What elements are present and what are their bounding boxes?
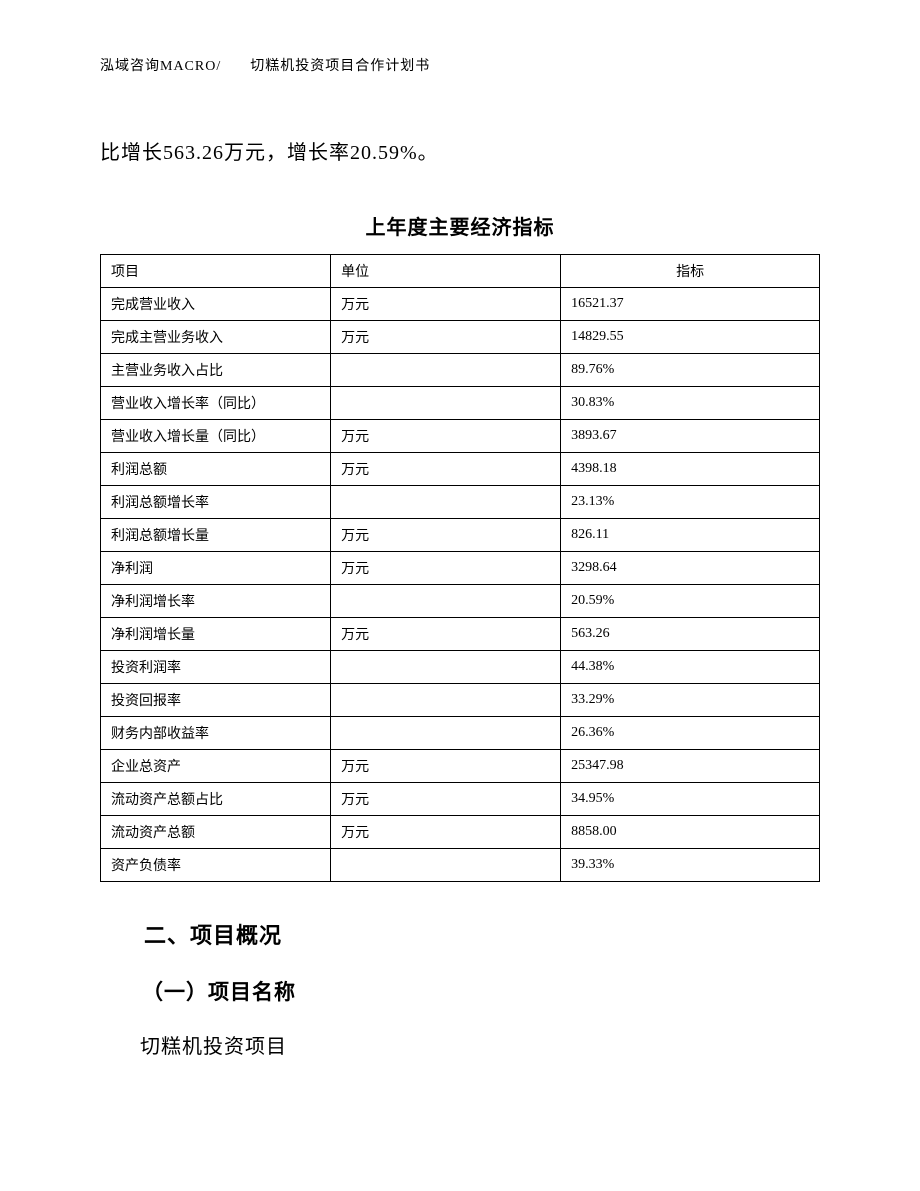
header-left: 泓域咨询MACRO/ — [100, 59, 221, 74]
table-row: 净利润增长量万元563.26 — [101, 618, 820, 651]
cell-item: 利润总额增长率 — [101, 486, 331, 519]
section-heading-2: 二、项目概况 — [100, 918, 820, 950]
table-row: 营业收入增长量（同比）万元3893.67 — [101, 420, 820, 453]
cell-unit — [331, 651, 561, 684]
cell-unit — [331, 486, 561, 519]
table-row: 利润总额增长率 23.13% — [101, 486, 820, 519]
header-right: 切糕机投资项目合作计划书 — [250, 59, 430, 74]
cell-unit: 万元 — [331, 783, 561, 816]
cell-item: 净利润增长率 — [101, 585, 331, 618]
cell-item: 企业总资产 — [101, 750, 331, 783]
cell-item: 净利润增长量 — [101, 618, 331, 651]
cell-value: 25347.98 — [561, 750, 820, 783]
cell-item: 完成主营业务收入 — [101, 321, 331, 354]
cell-value: 44.38% — [561, 651, 820, 684]
economic-indicators-table: 项目 单位 指标 完成营业收入万元16521.37完成主营业务收入万元14829… — [100, 254, 820, 882]
cell-item: 流动资产总额占比 — [101, 783, 331, 816]
cell-unit: 万元 — [331, 750, 561, 783]
cell-value: 34.95% — [561, 783, 820, 816]
cell-item: 营业收入增长量（同比） — [101, 420, 331, 453]
cell-value: 20.59% — [561, 585, 820, 618]
table-row: 流动资产总额万元8858.00 — [101, 816, 820, 849]
cell-unit: 万元 — [331, 453, 561, 486]
table-row: 净利润万元3298.64 — [101, 552, 820, 585]
cell-item: 投资利润率 — [101, 651, 331, 684]
cell-item: 完成营业收入 — [101, 288, 331, 321]
cell-unit: 万元 — [331, 288, 561, 321]
page-header: 泓域咨询MACRO/ 切糕机投资项目合作计划书 — [100, 55, 430, 75]
cell-unit: 万元 — [331, 618, 561, 651]
cell-item: 流动资产总额 — [101, 816, 331, 849]
table-body: 完成营业收入万元16521.37完成主营业务收入万元14829.55主营业务收入… — [101, 288, 820, 882]
col-header-item: 项目 — [101, 255, 331, 288]
cell-item: 财务内部收益率 — [101, 717, 331, 750]
cell-item: 净利润 — [101, 552, 331, 585]
cell-value: 26.36% — [561, 717, 820, 750]
cell-item: 利润总额增长量 — [101, 519, 331, 552]
table-row: 投资利润率 44.38% — [101, 651, 820, 684]
cell-unit: 万元 — [331, 519, 561, 552]
intro-paragraph: 比增长563.26万元，增长率20.59%。 — [100, 135, 820, 171]
cell-item: 资产负债率 — [101, 849, 331, 882]
table-title: 上年度主要经济指标 — [100, 211, 820, 240]
cell-value: 16521.37 — [561, 288, 820, 321]
cell-unit: 万元 — [331, 552, 561, 585]
table-row: 完成主营业务收入万元14829.55 — [101, 321, 820, 354]
table-row: 完成营业收入万元16521.37 — [101, 288, 820, 321]
table-row: 利润总额增长量万元826.11 — [101, 519, 820, 552]
cell-item: 利润总额 — [101, 453, 331, 486]
cell-unit — [331, 354, 561, 387]
cell-value: 3298.64 — [561, 552, 820, 585]
cell-unit — [331, 585, 561, 618]
table-row: 资产负债率 39.33% — [101, 849, 820, 882]
cell-value: 33.29% — [561, 684, 820, 717]
cell-unit — [331, 684, 561, 717]
cell-value: 89.76% — [561, 354, 820, 387]
cell-value: 8858.00 — [561, 816, 820, 849]
cell-value: 563.26 — [561, 618, 820, 651]
cell-unit — [331, 387, 561, 420]
cell-unit — [331, 849, 561, 882]
cell-unit: 万元 — [331, 321, 561, 354]
cell-item: 投资回报率 — [101, 684, 331, 717]
table-row: 主营业务收入占比 89.76% — [101, 354, 820, 387]
cell-unit: 万元 — [331, 816, 561, 849]
table-row: 财务内部收益率 26.36% — [101, 717, 820, 750]
cell-item: 主营业务收入占比 — [101, 354, 331, 387]
cell-value: 4398.18 — [561, 453, 820, 486]
table-row: 营业收入增长率（同比） 30.83% — [101, 387, 820, 420]
cell-value: 14829.55 — [561, 321, 820, 354]
table-header-row: 项目 单位 指标 — [101, 255, 820, 288]
col-header-unit: 单位 — [331, 255, 561, 288]
table-row: 流动资产总额占比万元34.95% — [101, 783, 820, 816]
cell-unit: 万元 — [331, 420, 561, 453]
cell-value: 23.13% — [561, 486, 820, 519]
sub-heading-1: （一）项目名称 — [100, 976, 820, 1006]
cell-item: 营业收入增长率（同比） — [101, 387, 331, 420]
table-row: 利润总额万元4398.18 — [101, 453, 820, 486]
cell-value: 30.83% — [561, 387, 820, 420]
table-row: 投资回报率 33.29% — [101, 684, 820, 717]
cell-value: 3893.67 — [561, 420, 820, 453]
table-row: 净利润增长率 20.59% — [101, 585, 820, 618]
col-header-value: 指标 — [561, 255, 820, 288]
project-name-text: 切糕机投资项目 — [100, 1028, 820, 1066]
cell-value: 39.33% — [561, 849, 820, 882]
table-row: 企业总资产万元25347.98 — [101, 750, 820, 783]
cell-value: 826.11 — [561, 519, 820, 552]
cell-unit — [331, 717, 561, 750]
